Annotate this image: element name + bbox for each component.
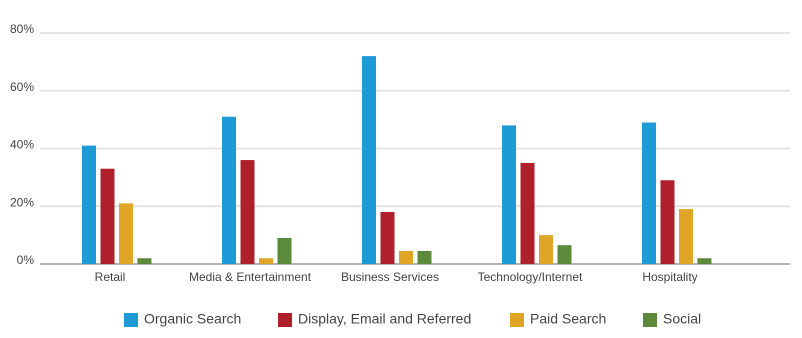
legend-swatch — [510, 313, 524, 327]
bar — [417, 251, 432, 264]
legend-swatch — [124, 313, 138, 327]
bar — [222, 116, 236, 264]
y-tick-label: 60% — [10, 80, 34, 94]
legend-label: Organic Search — [144, 311, 241, 327]
bar — [119, 203, 133, 264]
bar — [660, 180, 675, 264]
bar — [100, 168, 115, 264]
bar — [362, 56, 376, 264]
legend-label: Paid Search — [530, 311, 606, 327]
bar — [502, 125, 516, 265]
bar — [399, 251, 413, 264]
x-tick-label: Media & Entertainment — [189, 270, 312, 284]
legend-label: Social — [663, 311, 701, 327]
bar — [259, 258, 273, 264]
y-tick-label: 0% — [17, 253, 35, 267]
bar — [697, 258, 712, 264]
bar — [240, 160, 255, 264]
bar — [679, 209, 693, 264]
y-tick-label: 40% — [10, 138, 34, 152]
bar — [642, 122, 656, 264]
x-tick-label: Retail — [95, 270, 126, 284]
x-tick-label: Hospitality — [642, 270, 697, 284]
x-tick-label: Business Services — [341, 270, 439, 284]
legend-swatch — [643, 313, 657, 327]
bar — [520, 162, 535, 264]
bar — [137, 258, 152, 264]
legend-label: Display, Email and Referred — [298, 311, 471, 327]
bar — [277, 238, 292, 264]
bar — [82, 145, 96, 264]
y-tick-label: 80% — [10, 22, 34, 36]
bar — [557, 245, 572, 264]
x-tick-label: Technology/Internet — [478, 270, 583, 284]
bar — [539, 235, 553, 264]
bar — [380, 212, 395, 264]
y-tick-label: 20% — [10, 195, 34, 209]
legend-swatch — [278, 313, 292, 327]
